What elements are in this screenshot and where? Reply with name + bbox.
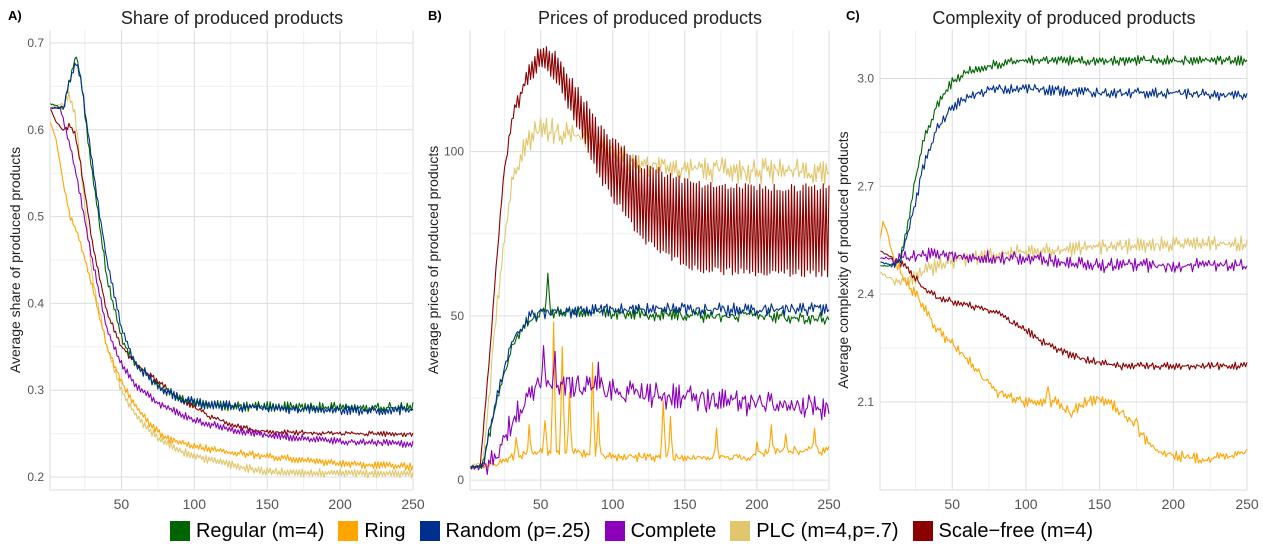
series-line bbox=[879, 235, 1248, 286]
x-tick-label: 150 bbox=[256, 496, 280, 512]
x-tick-label: 250 bbox=[817, 496, 841, 512]
y-tick-label: 2.7 bbox=[857, 179, 874, 193]
y-tick-label: 100 bbox=[444, 145, 464, 159]
legend-swatch bbox=[912, 521, 933, 541]
x-tick-label: 200 bbox=[328, 496, 352, 512]
y-tick-label: 0.3 bbox=[27, 383, 44, 397]
legend-item: Complete bbox=[604, 519, 717, 543]
series-line bbox=[469, 345, 830, 476]
x-tick-label: 150 bbox=[1088, 496, 1112, 512]
series-line bbox=[469, 321, 830, 469]
legend-swatch bbox=[338, 521, 359, 541]
legend-label: PLC (m=4,p=.7) bbox=[756, 519, 899, 542]
legend-item: Scale−free (m=4) bbox=[912, 519, 1094, 543]
legend-swatch bbox=[604, 521, 625, 541]
legend-item: Ring bbox=[338, 519, 406, 543]
series-line bbox=[49, 62, 414, 416]
y-tick-label: 3.0 bbox=[857, 72, 874, 86]
panel-title: Prices of produced products bbox=[538, 8, 762, 28]
legend-label: Ring bbox=[364, 519, 406, 542]
charts-figure: 50 100 150 200 250 0.2 0.3 0.4 0.5 0.6 0.7 Share of… bbox=[7, 8, 1259, 512]
panel-a: 50 100 150 200 250 0.2 0.3 0.4 0.5 0.6 0.7 Share of… bbox=[7, 8, 425, 512]
legend-swatch bbox=[730, 521, 751, 541]
y-axis-label: Average complexity of produced products bbox=[835, 131, 851, 388]
y-tick-label: 0.4 bbox=[27, 296, 44, 310]
series-line bbox=[879, 220, 1248, 464]
legend-item: Random (p=.25) bbox=[419, 519, 591, 543]
panel-title: Share of produced products bbox=[121, 8, 343, 28]
y-tick-label: 0.2 bbox=[27, 470, 44, 484]
x-tick-label: 50 bbox=[533, 496, 549, 512]
y-tick-label: 0.7 bbox=[27, 36, 44, 50]
panel-title: Complexity of produced products bbox=[932, 8, 1195, 28]
panel-label: C) bbox=[846, 8, 860, 23]
panel-label: B) bbox=[428, 8, 442, 23]
x-tick-label: 250 bbox=[401, 496, 425, 512]
series-line bbox=[49, 56, 414, 413]
y-tick-label: 0 bbox=[457, 473, 464, 487]
legend-item: Regular (m=4) bbox=[169, 519, 325, 543]
series-line bbox=[879, 55, 1248, 267]
series-line bbox=[469, 272, 830, 469]
panel-c: 50 100 150 200 250 2.1 2.4 2.7 3.0 Complexity of … bbox=[835, 8, 1259, 512]
y-axis-label: Average share of produced products bbox=[7, 147, 23, 373]
legend-label: Random (p=.25) bbox=[445, 519, 591, 542]
legend-swatch bbox=[419, 521, 440, 541]
legend: Regular (m=4) Ring Random (p=.25) Complete P… bbox=[0, 516, 1263, 546]
panel-label: A) bbox=[8, 8, 22, 23]
x-tick-label: 200 bbox=[745, 496, 769, 512]
y-tick-label: 50 bbox=[451, 309, 465, 323]
x-tick-label: 100 bbox=[1014, 496, 1038, 512]
legend-label: Regular (m=4) bbox=[195, 519, 325, 542]
series-line bbox=[49, 107, 414, 438]
y-tick-label: 0.5 bbox=[27, 210, 44, 224]
series-line bbox=[469, 117, 830, 469]
series-line bbox=[469, 302, 830, 469]
series-line bbox=[879, 250, 1248, 371]
y-tick-label: 0.6 bbox=[27, 123, 44, 137]
x-tick-label: 100 bbox=[183, 496, 207, 512]
series-line bbox=[49, 120, 414, 471]
x-tick-label: 100 bbox=[601, 496, 625, 512]
legend-swatch bbox=[169, 521, 190, 541]
panel-b: 50 100 150 200 250 0 50 100 Prices of produced p… bbox=[425, 8, 841, 512]
series-line bbox=[50, 107, 414, 448]
y-tick-label: 2.4 bbox=[857, 287, 874, 301]
y-tick-label: 2.1 bbox=[857, 395, 874, 409]
x-tick-label: 200 bbox=[1162, 496, 1186, 512]
legend-label: Complete bbox=[630, 519, 717, 542]
series-line bbox=[49, 91, 414, 479]
x-tick-label: 150 bbox=[673, 496, 697, 512]
x-tick-label: 50 bbox=[114, 496, 130, 512]
series-line bbox=[879, 83, 1248, 268]
legend-item: PLC (m=4,p=.7) bbox=[730, 519, 899, 543]
series-line bbox=[469, 46, 830, 469]
x-tick-label: 250 bbox=[1235, 496, 1259, 512]
y-axis-label: Average prices of produced products bbox=[425, 146, 441, 375]
series-line bbox=[879, 247, 1248, 274]
legend-label: Scale−free (m=4) bbox=[938, 519, 1094, 542]
x-tick-label: 50 bbox=[944, 496, 960, 512]
